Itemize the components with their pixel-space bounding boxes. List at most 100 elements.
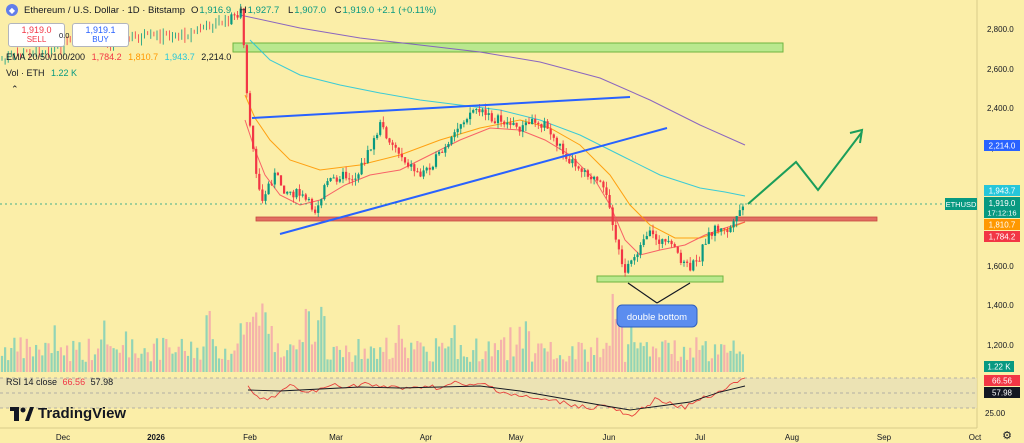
- volume-bar: [531, 361, 534, 372]
- volume-bar: [59, 347, 62, 372]
- candle: [270, 183, 273, 185]
- volume-bar: [583, 349, 586, 372]
- volume-bar: [673, 340, 676, 372]
- volume-bar: [298, 339, 301, 372]
- volume-bar: [515, 344, 518, 372]
- last-price-tag[interactable]: 1,919.0 17:12:16: [984, 197, 1020, 218]
- support-line[interactable]: [255, 216, 878, 222]
- volume-bar: [593, 355, 596, 372]
- rsi-ma-tag-box: [984, 387, 1020, 398]
- candle: [314, 209, 317, 213]
- last-price-tag-box: [984, 197, 1020, 218]
- ema100-tag[interactable]: 1,943.7: [984, 185, 1020, 196]
- volume-bar: [605, 342, 608, 372]
- rsi-tag[interactable]: 66.56: [984, 375, 1020, 386]
- ema-legend[interactable]: EMA 20/50/100/200 1,784.2 1,810.7 1,943.…: [6, 52, 235, 62]
- rsi-legend[interactable]: RSI 14 close 66.56 57.98: [6, 377, 113, 387]
- volume-bar: [500, 339, 503, 372]
- rsi-ma-tag[interactable]: 57.98: [984, 387, 1020, 398]
- volume-bar: [248, 322, 252, 372]
- volume-legend[interactable]: Vol · ETH 1.22 K: [6, 68, 77, 78]
- candle: [450, 137, 453, 145]
- candle: [286, 191, 289, 194]
- volume-bar: [81, 359, 84, 372]
- volume-bar: [465, 357, 469, 372]
- volume-label: Vol · ETH: [6, 68, 45, 78]
- triangle-lower-trendline[interactable]: [279, 127, 668, 235]
- candle: [239, 8, 242, 18]
- volume-bar: [261, 303, 264, 372]
- sell-button[interactable]: 1,919.0 SELL: [8, 23, 65, 47]
- volume-bar: [630, 312, 633, 372]
- candle: [372, 138, 376, 150]
- volume-bar: [307, 311, 310, 372]
- candle: [434, 154, 438, 167]
- time-axis[interactable]: Dec 2026 Feb Mar Apr May Jun Jul Aug Sep Oct: [56, 433, 982, 442]
- volume-bar: [741, 354, 744, 372]
- candle: [717, 225, 720, 232]
- candle: [503, 121, 506, 125]
- collapse-legend-icon[interactable]: ⌃: [11, 84, 19, 94]
- double-bottom-annotation[interactable]: double bottom: [616, 304, 698, 328]
- candle: [459, 124, 462, 129]
- volume-bar: [419, 342, 422, 372]
- candle: [493, 121, 496, 124]
- candle: [469, 112, 472, 120]
- candle: [596, 176, 599, 181]
- volume-bar: [239, 323, 242, 372]
- candle: [670, 240, 673, 245]
- volume-tag[interactable]: 1.22 K: [984, 361, 1014, 372]
- volume-bar: [320, 306, 323, 372]
- ema20-tag[interactable]: 1,784.2: [984, 231, 1020, 242]
- candle: [366, 150, 369, 163]
- candle: [617, 239, 620, 250]
- candle: [444, 147, 447, 153]
- volume-bar: [413, 349, 416, 372]
- projection-arrow[interactable]: [747, 131, 863, 205]
- candle: [326, 181, 329, 186]
- volume-bar: [7, 360, 10, 372]
- x-tick-label: May: [508, 433, 523, 442]
- ema200-tag[interactable]: 2,214.0: [984, 140, 1020, 151]
- symbol-title[interactable]: Ethereum / U.S. Dollar · 1D · Bitstamp: [24, 4, 186, 16]
- candle: [230, 14, 233, 25]
- candle: [397, 147, 400, 154]
- volume-bar: [345, 345, 348, 372]
- candle: [348, 178, 351, 180]
- resistance-zone[interactable]: [232, 42, 784, 53]
- volume-bar: [100, 339, 103, 372]
- volume-bar: [717, 354, 720, 372]
- gear-icon[interactable]: ⚙: [1002, 430, 1012, 442]
- legend-header[interactable]: ◆ Ethereum / U.S. Dollar · 1D · Bitstamp…: [6, 4, 442, 16]
- volume-bar: [428, 361, 431, 372]
- volume-bar: [56, 350, 59, 372]
- volume-bar: [292, 345, 295, 372]
- volume-bar: [279, 357, 283, 372]
- ethusd-tag[interactable]: ETHUSD: [945, 198, 977, 210]
- tradingview-logo: TradingView: [10, 405, 126, 422]
- triangle-upper-trendline[interactable]: [251, 96, 631, 119]
- volume-bar: [264, 312, 267, 372]
- double-bottom-zone[interactable]: [596, 275, 724, 283]
- volume-bar: [140, 353, 143, 372]
- volume-bar: [53, 325, 56, 372]
- ema50-tag[interactable]: 1,810.7: [984, 219, 1020, 230]
- candle: [608, 195, 611, 208]
- buy-button[interactable]: 1,919.1 BUY: [72, 23, 129, 47]
- open-value: 1,916.9: [199, 4, 232, 16]
- low-value: 1,907.0: [294, 4, 326, 16]
- volume-bar: [636, 348, 639, 372]
- candle: [261, 189, 264, 201]
- candle: [385, 127, 388, 139]
- candle: [599, 180, 602, 182]
- ema100-tag-box: [984, 185, 1020, 196]
- volume-bar: [199, 359, 202, 372]
- volume-bar: [503, 337, 506, 372]
- volume-bar: [682, 346, 686, 372]
- volume-bar: [174, 352, 177, 372]
- candle: [425, 167, 428, 171]
- volume-bar: [233, 350, 236, 372]
- volume-bar: [434, 338, 438, 372]
